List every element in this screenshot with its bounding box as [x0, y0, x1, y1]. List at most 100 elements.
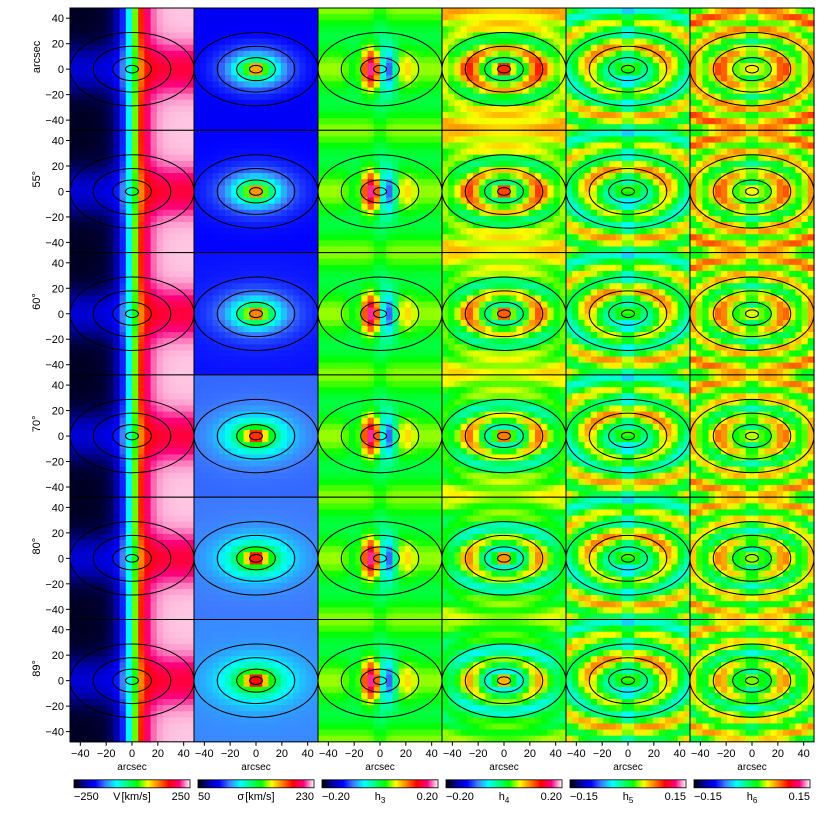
panel-2-2 [193, 129, 319, 254]
panel-4-2 [193, 374, 319, 498]
x-tick-label: −20 [221, 748, 240, 760]
y-tick-label: 20 [52, 39, 64, 51]
x-tick-label: 40 [302, 748, 314, 760]
panel-4-6 [689, 374, 815, 498]
isophote-ellipse [112, 301, 152, 326]
panel-6-2 [193, 619, 319, 743]
axes: 40200−20−40arcsec40200−20−4055°40200−20−… [31, 13, 810, 773]
x-axis-label: arcsec [489, 762, 518, 773]
panel-1-3 [317, 7, 443, 131]
isophote-ellipse [92, 168, 172, 215]
colorbar-strip [321, 779, 439, 789]
isophote-ellipse [464, 534, 544, 582]
isophote-ellipse [360, 57, 400, 82]
isophote-ellipse [236, 57, 276, 82]
colorbar-min-label: −0.15 [694, 791, 722, 803]
isophote-ellipse [236, 546, 276, 571]
panel-5-6 [689, 496, 815, 621]
isophote-ellipse [608, 668, 648, 693]
isophote-ellipse [608, 546, 648, 571]
isophote-ellipse [249, 676, 263, 685]
isophote-ellipse [92, 290, 172, 338]
y-tick-label: −40 [45, 115, 64, 127]
panel-5-4 [441, 496, 567, 621]
isophote-ellipse [484, 424, 524, 449]
isophote-ellipse [92, 534, 172, 582]
isophote-ellipse [621, 554, 635, 563]
x-tick-label: 0 [129, 748, 135, 760]
isophote-ellipse [745, 554, 759, 563]
isophote-ellipse [745, 431, 759, 441]
isophote-ellipse [360, 424, 400, 449]
isophote-ellipse [360, 179, 400, 204]
isophote-ellipse [712, 168, 792, 215]
isophote-ellipse [732, 424, 772, 449]
isophote-ellipse [125, 554, 139, 563]
panel-1-4 [441, 7, 567, 131]
isophote-ellipse [112, 668, 152, 693]
colorbar-min-label: 50 [198, 791, 210, 803]
colorbar-min-label: −0.15 [570, 791, 598, 803]
x-tick-label: −40 [567, 748, 586, 760]
panel-1-1 [69, 7, 195, 131]
x-axis-label: arcsec [241, 762, 270, 773]
x-tick-label: 40 [674, 748, 686, 760]
isophote-ellipse [712, 290, 792, 338]
isophote-ellipse [216, 45, 296, 93]
panel-5-3 [317, 496, 443, 621]
isophote-ellipse [92, 657, 172, 705]
isophote-ellipse [340, 412, 420, 460]
isophote-ellipse [745, 309, 759, 319]
isophote-ellipse [112, 424, 152, 449]
isophote-ellipse [236, 668, 276, 693]
isophote-ellipse [621, 64, 635, 74]
isophote-ellipse [608, 179, 648, 204]
colorbar-6: −0.15 0.15 h6 [693, 779, 811, 805]
panel-1-6 [689, 7, 815, 131]
x-tick-label: 0 [501, 748, 507, 760]
y-tick-label: 0 [58, 309, 64, 321]
y-tick-label: 0 [58, 676, 64, 688]
isophote-ellipse [360, 546, 400, 571]
x-tick-label: 20 [772, 748, 784, 760]
isophote-ellipse [588, 290, 668, 338]
colorbar-5: −0.15 0.15 h5 [569, 779, 687, 805]
isophote-ellipse [497, 309, 511, 319]
panel-5-2 [193, 496, 319, 621]
isophote-ellipse [497, 431, 511, 441]
y-tick-label: −40 [45, 727, 64, 739]
y-tick-label: 40 [52, 502, 64, 514]
isophote-ellipse [484, 546, 524, 571]
isophote-ellipse [588, 534, 668, 582]
isophote-ellipse [249, 431, 263, 441]
isophote-ellipse [340, 657, 420, 705]
colorbar-min-label: −0.20 [446, 791, 474, 803]
colorbar-1: −250 250 V[km/s] [73, 779, 191, 803]
isophote-ellipse [249, 309, 263, 319]
panel-6-3 [317, 619, 443, 743]
isophote-ellipse [112, 546, 152, 571]
row-label: 60° [31, 293, 43, 310]
panel-3-5 [565, 252, 691, 376]
x-tick-label: −40 [443, 748, 462, 760]
isophote-ellipse [373, 676, 387, 685]
y-tick-label: 0 [58, 431, 64, 443]
x-tick-label: −40 [71, 748, 90, 760]
colorbar-quantity-label: V[km/s] [113, 791, 151, 803]
isophote-ellipse [125, 187, 139, 196]
x-tick-label: −40 [195, 748, 214, 760]
isophote-ellipse [373, 64, 387, 74]
x-tick-label: 0 [749, 748, 755, 760]
panel-4-4 [441, 374, 567, 498]
isophote-ellipse [484, 57, 524, 82]
isophote-ellipse [236, 424, 276, 449]
panel-5-1 [69, 496, 195, 621]
x-tick-label: 40 [798, 748, 810, 760]
isophote-ellipse [464, 168, 544, 215]
isophote-ellipse [621, 309, 635, 319]
isophote-ellipse [608, 57, 648, 82]
x-tick-label: 0 [377, 748, 383, 760]
panel-2-3 [317, 129, 443, 254]
y-tick-label: −20 [45, 212, 64, 224]
x-tick-label: −20 [469, 748, 488, 760]
